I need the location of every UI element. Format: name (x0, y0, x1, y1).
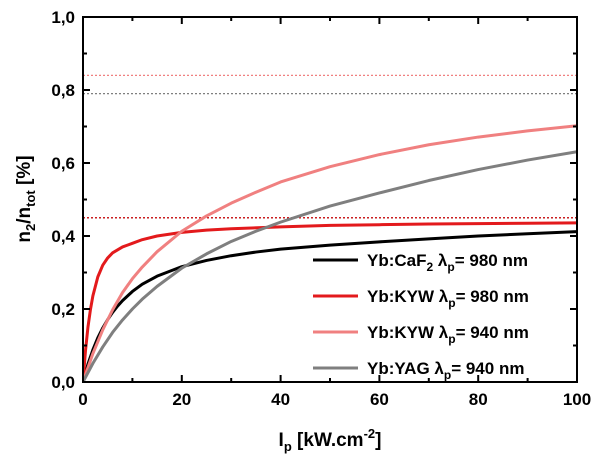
legend-label: Yb:KYW λp= 980 nm (367, 287, 529, 310)
series-line (83, 124, 577, 382)
x-tick-label: 20 (172, 390, 191, 409)
y-tick-label: 1,0 (51, 8, 75, 27)
series-line (83, 221, 577, 382)
x-tick-label: 100 (563, 390, 591, 409)
y-tick-label: 0,0 (51, 373, 75, 392)
legend-label: Yb:YAG λp= 940 nm (367, 359, 524, 382)
asymptote-lines (83, 74, 577, 219)
series-line (83, 150, 577, 382)
x-tick-label: 0 (78, 390, 87, 409)
y-tick-label: 0,6 (51, 154, 75, 173)
series-lines (83, 124, 577, 382)
x-tick-label: 60 (370, 390, 389, 409)
x-tick-label: 80 (469, 390, 488, 409)
y-tick-label: 0,4 (51, 227, 75, 246)
x-axis-label: Ip [kW.cm-2] (279, 426, 382, 454)
y-tick-label: 0,2 (51, 300, 75, 319)
legend: Yb:CaF2 λp= 980 nm Yb:KYW λp= 980 nm Yb:KY… (313, 251, 529, 382)
y-axis: 0,0 0,2 0,4 0,6 0,8 1,0 (51, 8, 577, 392)
x-tick-label: 40 (271, 390, 290, 409)
legend-label: Yb:CaF2 λp= 980 nm (367, 251, 528, 274)
legend-label: Yb:KYW λp= 940 nm (367, 323, 529, 346)
y-tick-label: 0,8 (51, 81, 75, 100)
y-axis-label: n2/ntot [%] (14, 155, 38, 242)
x-axis: 0 20 40 60 80 100 (78, 17, 591, 409)
